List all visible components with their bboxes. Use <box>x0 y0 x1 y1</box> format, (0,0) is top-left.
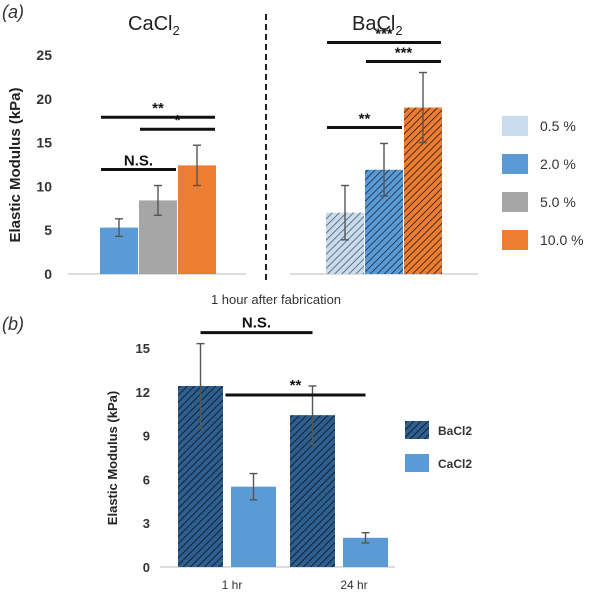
significance-label: ** <box>152 100 164 117</box>
legend-swatch <box>502 116 528 136</box>
group-label-bacl2: BaCl2 <box>352 13 403 38</box>
legend-label: BaCl2 <box>438 424 472 438</box>
legend-swatch <box>405 454 429 472</box>
legend-label: 0.5 % <box>540 118 576 134</box>
legend-label: 5.0 % <box>540 194 576 210</box>
y-tick-label: 15 <box>136 341 150 356</box>
y-tick-label: 15 <box>36 135 52 151</box>
group-label-cacl2: CaCl2 <box>128 13 180 38</box>
significance-label: ** <box>290 377 302 394</box>
significance-label: *** <box>375 26 393 43</box>
y-tick-label: 6 <box>143 472 150 487</box>
legend-swatch <box>502 192 528 212</box>
panel-a-y-axis-label: Elastic Modulus (kPa) <box>7 87 24 242</box>
panel-b-y-axis-label: Elastic Modulus (kPa) <box>105 391 120 525</box>
x-tick-label: 24 hr <box>340 578 367 592</box>
y-tick-label: 20 <box>36 91 52 107</box>
legend-swatch <box>502 230 528 250</box>
legend-label: 2.0 % <box>540 156 576 172</box>
significance-label: N.S. <box>124 153 153 170</box>
y-tick-label: 0 <box>44 266 52 282</box>
panel-a-label: (a) <box>2 2 24 22</box>
significance-label: *** <box>395 45 413 62</box>
panel-b-label: (b) <box>2 314 24 334</box>
y-tick-label: 10 <box>36 178 52 194</box>
significance-label: * <box>175 112 181 129</box>
y-tick-label: 3 <box>143 516 150 531</box>
legend-label: 10.0 % <box>540 232 584 248</box>
y-tick-label: 25 <box>36 47 52 63</box>
legend-swatch <box>502 154 528 174</box>
y-tick-label: 5 <box>44 222 52 238</box>
significance-label: ** <box>359 110 371 127</box>
y-tick-label: 0 <box>143 560 150 575</box>
significance-label: N.S. <box>242 315 271 332</box>
y-tick-label: 12 <box>136 385 150 400</box>
panel-b-plot: 0 3 6 9 12 15 1 hr 24 hr N.S. ** BaCl2 CaCl2 <box>136 315 473 592</box>
panel-a-x-axis-label: 1 hour after fabrication <box>211 292 341 307</box>
legend-label: CaCl2 <box>438 457 472 471</box>
legend-swatch <box>405 421 429 439</box>
x-tick-label: 1 hr <box>222 578 243 592</box>
y-tick-label: 9 <box>143 429 150 444</box>
